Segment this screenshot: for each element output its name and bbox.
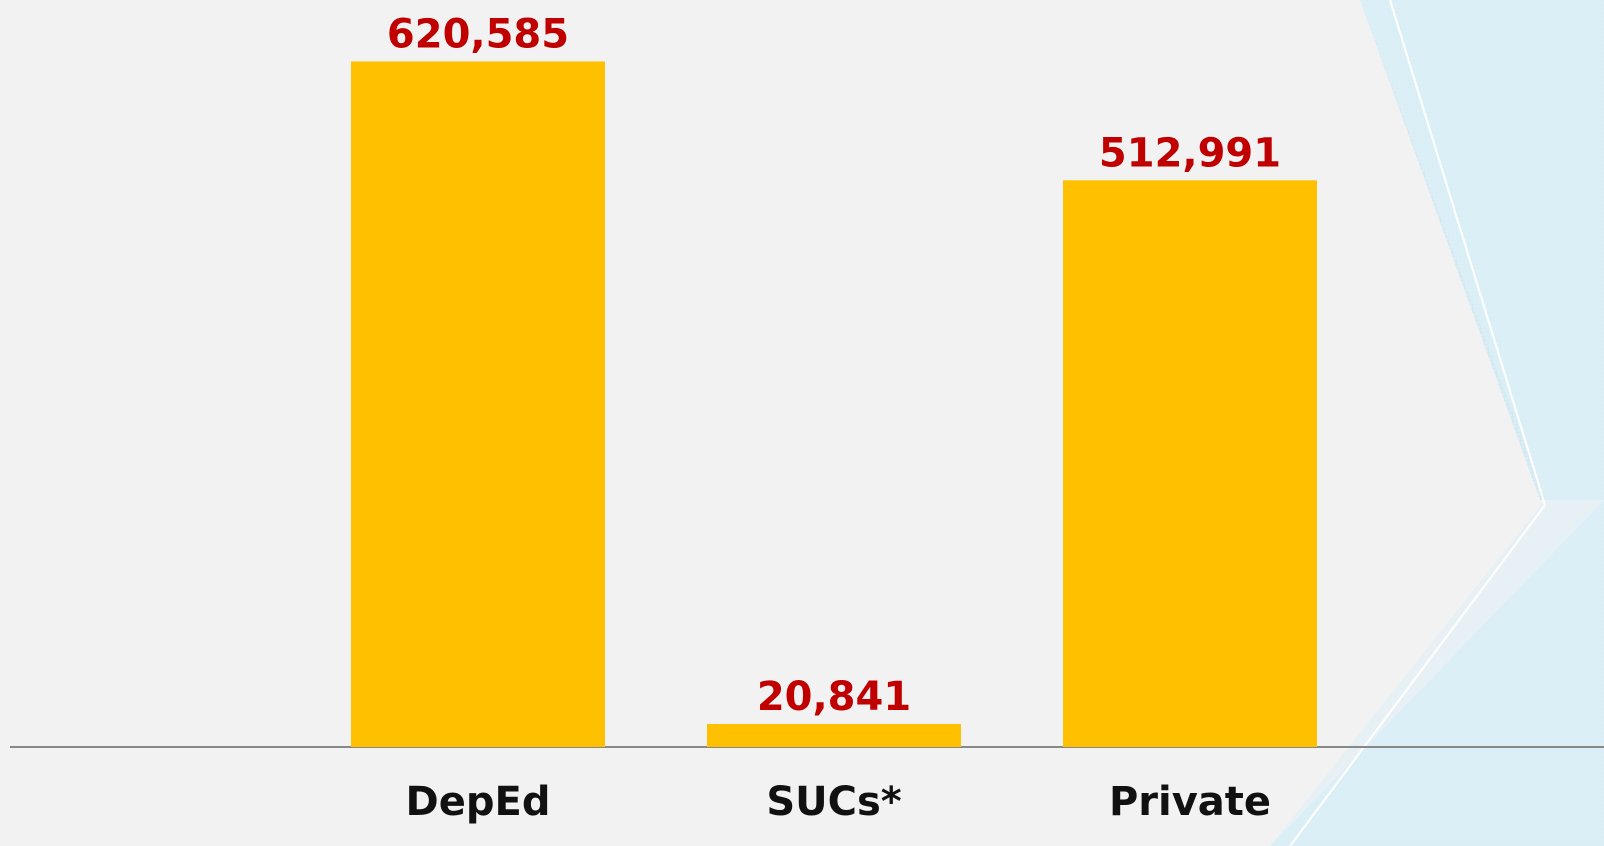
value-label: 20,841: [757, 674, 911, 720]
decoration-line: [1389, 0, 1546, 506]
bar: [351, 61, 605, 747]
x-tick-label: Private: [1109, 779, 1271, 825]
decoration-line: [1289, 504, 1546, 846]
bar: [1063, 180, 1317, 748]
value-label: 512,991: [1099, 130, 1281, 176]
bar: [707, 723, 961, 747]
decoration: [1270, 0, 1604, 846]
value-label: 620,585: [387, 11, 569, 57]
x-tick-label: SUCs*: [766, 779, 901, 825]
x-tick-label: DepEd: [406, 779, 551, 825]
